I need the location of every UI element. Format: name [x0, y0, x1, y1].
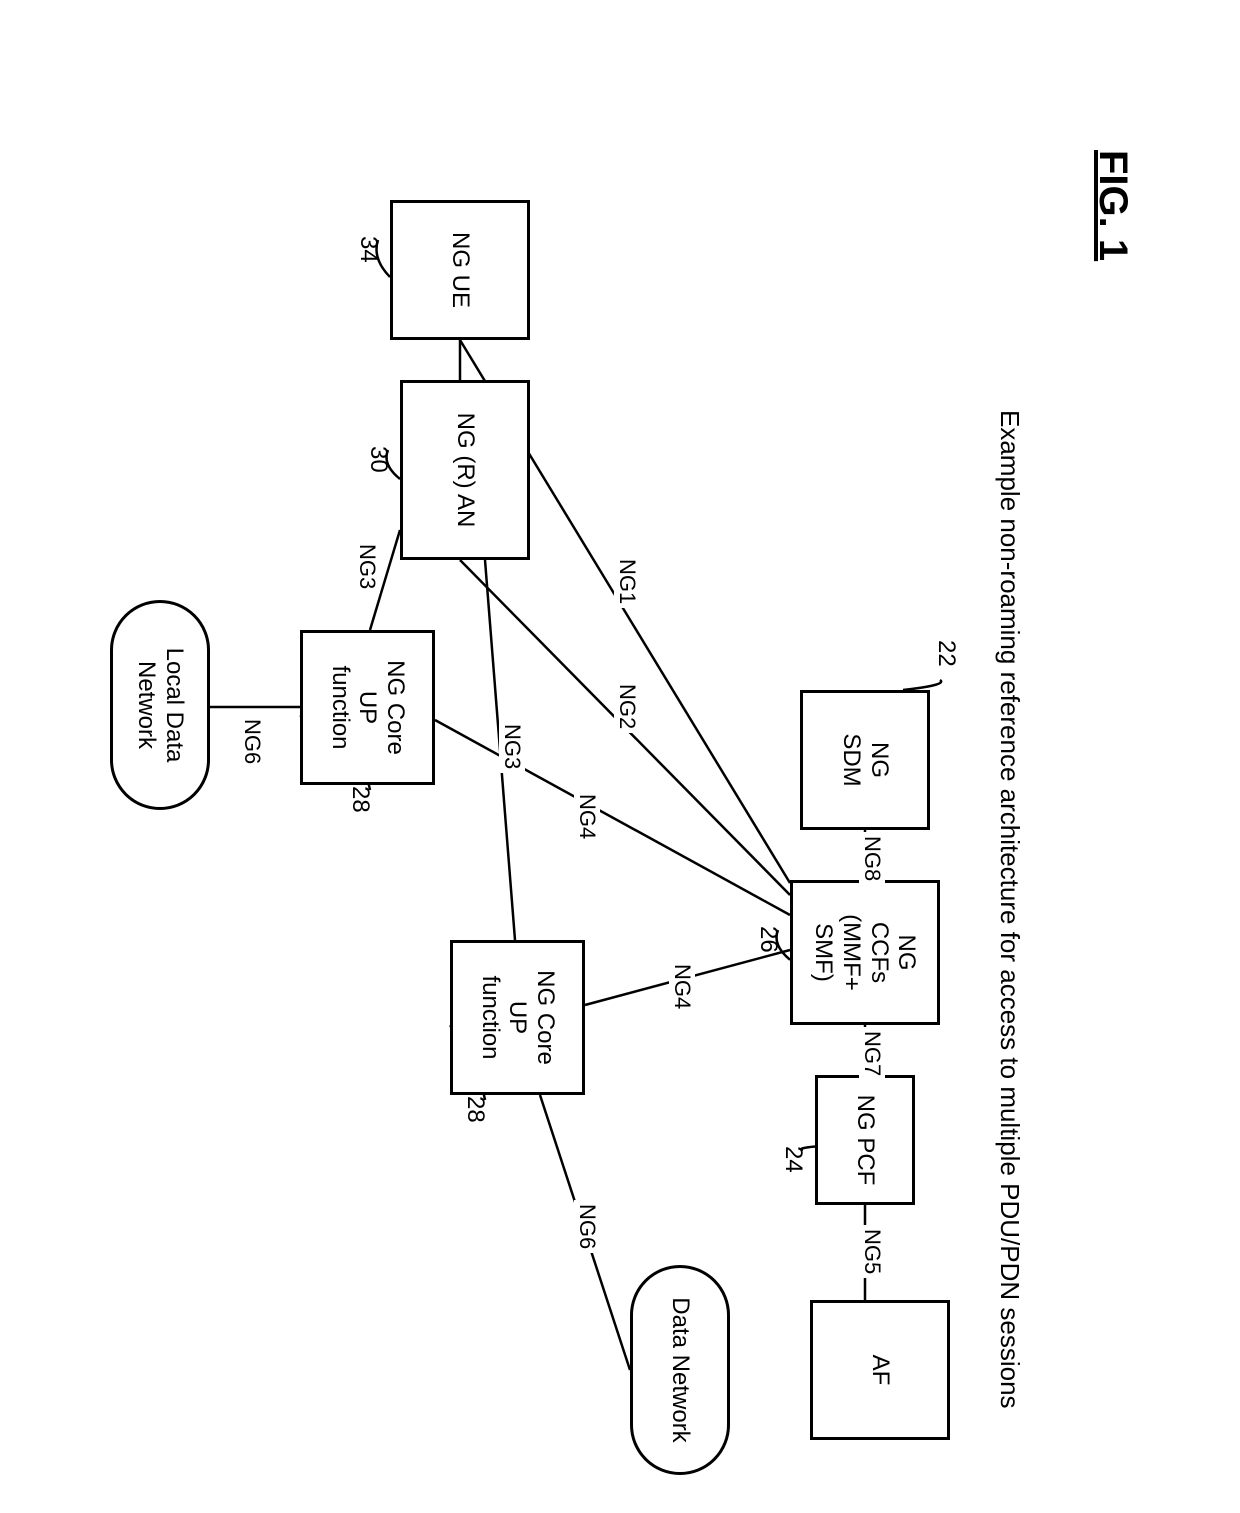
node-sdm-label: NGSDM: [837, 733, 892, 786]
node-ue-label: NG UE: [446, 232, 474, 308]
edge-label-ng4a: NG4: [574, 790, 600, 843]
node-ldn: Local DataNetwork: [110, 600, 210, 810]
refnum-pcf: 24: [779, 1146, 807, 1173]
edge-label-ng2: NG2: [614, 680, 640, 733]
edge-label-ng1: NG1: [614, 555, 640, 608]
node-up2-label: NG CoreUPfunction: [476, 970, 559, 1065]
node-up2: NG CoreUPfunction: [450, 940, 585, 1095]
edge-label-ng8: NG8: [859, 832, 885, 885]
node-ccf-label: NGCCFs(MMF+SMF): [810, 914, 920, 991]
edge-label-ng7: NG7: [859, 1027, 885, 1080]
node-dn: Data Network: [630, 1265, 730, 1475]
node-up1: NG CoreUPfunction: [300, 630, 435, 785]
node-ue: NG UE: [390, 200, 530, 340]
node-pcf-label: NG PCF: [851, 1095, 879, 1186]
figure-label: FIG. 1: [1090, 150, 1135, 261]
node-af: AF: [810, 1300, 950, 1440]
node-sdm: NGSDM: [800, 690, 930, 830]
edge-label-ng3a: NG3: [499, 720, 525, 773]
node-ldn-label: Local DataNetwork: [132, 648, 187, 763]
node-up1-label: NG CoreUPfunction: [326, 660, 409, 755]
refnum-up2: 28: [461, 1096, 489, 1123]
refnum-an: 30: [364, 446, 392, 473]
refnum-ccf-22: 22: [932, 640, 960, 667]
node-af-label: AF: [866, 1355, 894, 1386]
node-dn-label: Data Network: [666, 1297, 694, 1442]
refnum-ue: 34: [354, 236, 382, 263]
edge-label-ng6b: NG6: [574, 1200, 600, 1253]
edge-label-ng4b: NG4: [669, 960, 695, 1013]
edge-label-ng6a: NG6: [239, 715, 265, 768]
refnum-up1: 28: [346, 786, 374, 813]
node-an: NG (R) AN: [400, 380, 530, 560]
node-pcf: NG PCF: [815, 1075, 915, 1205]
node-an-label: NG (R) AN: [451, 413, 479, 528]
edge-label-ng5: NG5: [859, 1225, 885, 1278]
node-ccf: NGCCFs(MMF+SMF): [790, 880, 940, 1025]
refnum-ccf: 26: [754, 926, 782, 953]
diagram-title: Example non-roaming reference architectu…: [994, 410, 1025, 1409]
edge-label-ng3b: NG3: [354, 540, 380, 593]
